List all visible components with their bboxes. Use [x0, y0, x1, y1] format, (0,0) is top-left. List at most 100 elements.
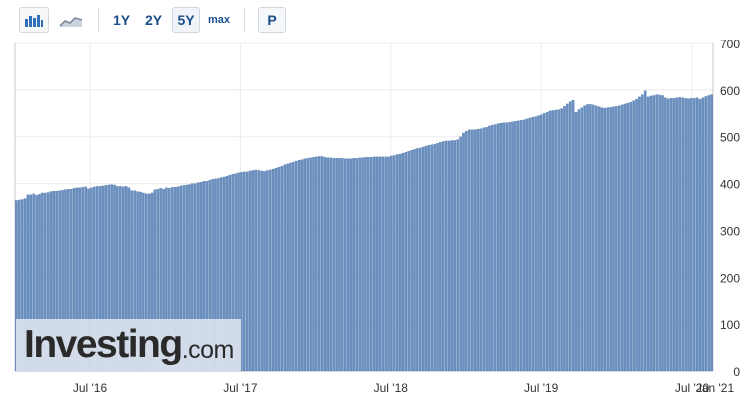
bar	[620, 104, 624, 372]
bar	[522, 119, 526, 372]
bar	[707, 95, 710, 372]
bar	[300, 159, 304, 372]
bar	[364, 157, 367, 372]
y-axis: 0 100 200 300 400 500 600 700	[720, 40, 740, 379]
bar	[615, 106, 618, 372]
bar	[346, 158, 350, 372]
bar	[294, 160, 298, 372]
range-2y-button[interactable]: 2Y	[145, 12, 163, 28]
bar	[315, 156, 318, 372]
bar	[571, 100, 575, 372]
bar	[15, 200, 18, 372]
bar	[511, 121, 514, 372]
bar	[398, 153, 402, 372]
bar	[191, 183, 194, 372]
bar	[655, 94, 659, 372]
bar	[257, 170, 261, 372]
chart-bars	[15, 90, 713, 372]
bar	[217, 178, 220, 372]
range-1y-button[interactable]: 1Y	[113, 12, 131, 28]
bar	[199, 182, 203, 372]
bar	[139, 191, 142, 372]
bar	[260, 170, 263, 372]
toolbar-separator	[98, 8, 99, 32]
bar	[528, 117, 532, 372]
bar	[485, 127, 488, 372]
bar	[589, 104, 592, 372]
bar	[124, 186, 128, 372]
bar	[442, 141, 445, 372]
x-tick-label: Jul '20	[675, 381, 710, 395]
bar	[251, 170, 255, 372]
bar	[127, 187, 131, 372]
bar	[75, 187, 79, 372]
bar	[338, 158, 341, 372]
bar	[395, 154, 399, 372]
bar	[292, 161, 295, 372]
bar	[237, 172, 240, 372]
area-chart-button[interactable]	[56, 7, 86, 33]
bar	[309, 157, 312, 372]
bar	[72, 188, 76, 372]
bar	[390, 155, 393, 372]
bar	[193, 183, 197, 372]
bar	[306, 158, 310, 372]
bar	[453, 140, 457, 372]
bar	[456, 139, 460, 372]
bar	[349, 158, 353, 372]
bar	[638, 96, 641, 372]
bar	[277, 167, 281, 372]
bar	[378, 156, 382, 372]
bar	[41, 192, 44, 372]
range-5y-button[interactable]: 5Y	[172, 7, 200, 33]
x-tick-label: Jul '19	[524, 381, 559, 395]
bar	[534, 116, 537, 372]
bar	[219, 177, 223, 372]
bar	[318, 156, 321, 372]
y-tick-label: 0	[733, 365, 740, 379]
bar	[266, 170, 269, 372]
bar	[710, 94, 713, 372]
bar	[55, 190, 59, 372]
bar	[568, 101, 572, 372]
bar	[692, 98, 696, 372]
bar	[196, 182, 200, 372]
bar	[664, 97, 667, 372]
bar	[43, 192, 47, 372]
bar	[32, 193, 36, 372]
bar	[78, 187, 82, 372]
bar	[142, 192, 145, 372]
bar	[649, 95, 653, 372]
bar	[661, 95, 664, 372]
bar	[38, 194, 41, 372]
bar	[23, 198, 27, 372]
bar	[332, 158, 336, 372]
bar	[592, 104, 595, 372]
bar	[641, 94, 644, 372]
bar	[93, 186, 96, 372]
bar	[404, 152, 408, 372]
bar	[499, 122, 503, 372]
bar	[234, 173, 237, 372]
bar	[416, 148, 419, 372]
bar	[563, 106, 566, 372]
bar	[228, 174, 232, 372]
bar	[173, 187, 177, 372]
bar	[153, 189, 157, 372]
bar	[473, 129, 477, 372]
area-chart-icon	[59, 17, 83, 27]
bar	[355, 158, 359, 372]
bar	[387, 156, 390, 372]
bar	[669, 98, 673, 372]
bar	[401, 152, 405, 372]
bar	[427, 144, 431, 372]
bar	[58, 190, 61, 372]
range-max-button[interactable]: max	[207, 14, 231, 26]
watermark-suffix: .com	[181, 335, 235, 364]
bar	[35, 195, 38, 372]
bar	[482, 127, 485, 372]
p-button[interactable]: P	[258, 7, 286, 33]
bar-chart-button[interactable]	[19, 7, 49, 33]
bar	[384, 156, 387, 372]
bar	[133, 190, 136, 372]
